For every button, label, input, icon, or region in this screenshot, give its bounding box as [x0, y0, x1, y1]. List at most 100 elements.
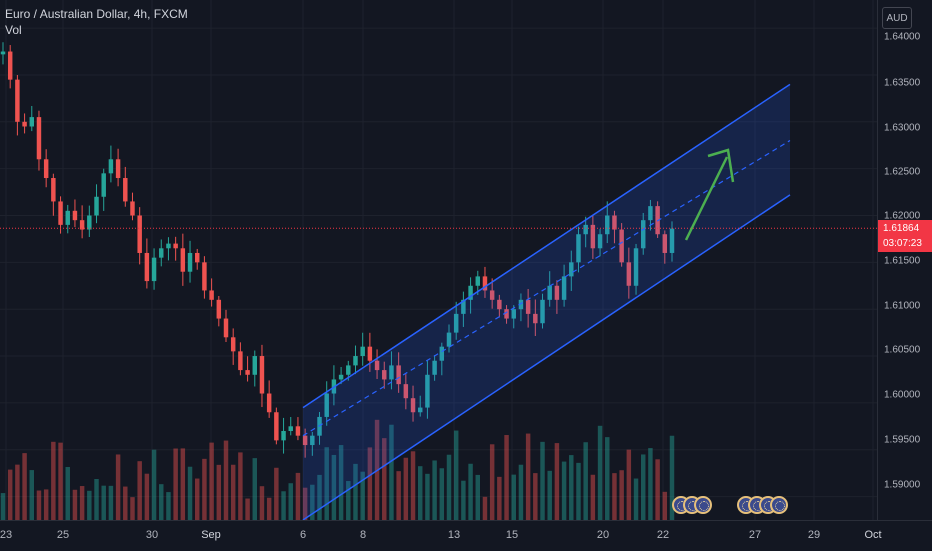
volume-bar: [238, 452, 243, 520]
volume-bar: [302, 487, 308, 520]
candle-body: [360, 346, 365, 357]
candle-body: [605, 215, 610, 235]
volume-bar: [230, 464, 236, 520]
candle-body: [130, 201, 135, 216]
candle-body: [633, 248, 639, 286]
candle-body: [43, 159, 49, 179]
candle-body: [15, 79, 20, 122]
economic-event-icon[interactable]: [770, 496, 788, 514]
volume-bar: [576, 462, 581, 520]
symbol-title[interactable]: Euro / Australian Dollar, 4h, FXCM: [5, 7, 188, 21]
time-tick: 30: [145, 529, 159, 541]
time-tick: 27: [748, 529, 762, 541]
currency-badge[interactable]: AUD: [882, 7, 912, 29]
candle-body: [504, 309, 509, 319]
candle-body: [29, 117, 35, 127]
volume-bar: [583, 442, 588, 520]
candle-body: [101, 173, 106, 197]
candle-body: [453, 313, 459, 333]
chart-canvas[interactable]: [0, 0, 877, 520]
volume-bar: [540, 441, 545, 520]
volume-bar: [15, 464, 20, 520]
candle-body: [569, 262, 574, 277]
volume-bar: [324, 447, 329, 520]
volume-bar: [317, 474, 322, 520]
candle-body: [94, 196, 99, 216]
candle-body: [173, 243, 178, 249]
volume-bar: [274, 467, 279, 520]
time-tick: 22: [656, 529, 670, 541]
candle-body: [353, 356, 358, 366]
candle-body: [367, 346, 373, 361]
candle-body: [468, 285, 473, 300]
volume-bar: [655, 459, 660, 520]
volume-bar: [159, 484, 164, 520]
volume-bar: [640, 454, 646, 520]
volume-bar: [87, 490, 92, 520]
trend-arrow-head-icon: [707, 148, 735, 183]
volume-bar: [425, 473, 430, 520]
volume-bar: [130, 497, 135, 520]
candle-body: [324, 393, 329, 417]
last-price-value: 1.61864: [883, 223, 920, 234]
volume-bar: [281, 491, 286, 520]
candle-body: [288, 426, 293, 431]
time-tick: 13: [447, 529, 461, 541]
candle-body: [439, 346, 445, 361]
time-axis[interactable]: 23 25 30 Sep 6 8 13 15 20 22 27 29 Oct: [0, 520, 932, 551]
volume-bar: [266, 497, 272, 520]
candle-body: [410, 398, 416, 413]
candle-body: [533, 313, 538, 324]
volume-bar: [331, 454, 337, 520]
volume-indicator-label[interactable]: Vol: [5, 23, 22, 37]
price-axis[interactable]: AUD 1.64000 1.63500 1.63000 1.62500 1.62…: [877, 0, 932, 520]
candle-body: [590, 224, 596, 249]
candle-body: [561, 276, 567, 300]
candle-body: [669, 228, 675, 253]
volume-bar: [612, 473, 617, 520]
candle-body: [295, 426, 301, 436]
candle-body: [216, 299, 222, 319]
candle-body: [374, 360, 380, 371]
candle-body: [489, 290, 495, 300]
volume-bar: [338, 445, 344, 520]
candle-body: [576, 234, 581, 263]
candle-body: [137, 215, 142, 253]
volume-bar: [173, 448, 178, 520]
volume-bar: [72, 489, 78, 520]
bar-countdown: 03:07:23: [883, 238, 922, 249]
volume-bar: [101, 485, 106, 520]
price-tick: 1.61500: [884, 255, 921, 267]
candle-body: [475, 276, 481, 286]
price-tick: 1.64000: [884, 31, 921, 43]
volume-bar: [518, 464, 524, 520]
volume-bar: [43, 489, 49, 520]
chart-area[interactable]: Euro / Australian Dollar, 4h, FXCM Vol: [0, 0, 877, 520]
economic-event-icon[interactable]: [694, 496, 712, 514]
volume-bar: [79, 486, 85, 520]
price-tick: 1.61000: [884, 300, 921, 312]
candle-body: [648, 206, 653, 221]
candle-body: [123, 178, 128, 202]
candle-body: [238, 351, 243, 371]
time-tick: Sep: [201, 529, 221, 541]
price-tick: 1.60000: [884, 389, 921, 401]
volume-bar: [511, 474, 516, 520]
candle-body: [266, 393, 272, 413]
volume-bar: [403, 457, 409, 520]
candle-body: [461, 299, 466, 314]
candle-body: [417, 407, 423, 413]
volume-bar: [367, 447, 373, 520]
volume-bar: [194, 478, 200, 520]
candle-body: [274, 412, 279, 441]
volume-bar: [360, 471, 365, 520]
volume-bar: [417, 466, 423, 520]
candle-body: [619, 229, 624, 263]
volume-bar: [123, 486, 128, 520]
volume-bar: [94, 478, 99, 520]
chart-legend: Euro / Australian Dollar, 4h, FXCM Vol: [5, 6, 188, 38]
volume-bar: [489, 444, 495, 520]
candle-body: [245, 370, 250, 375]
candle-body: [115, 159, 121, 179]
volume-bar: [547, 470, 552, 520]
